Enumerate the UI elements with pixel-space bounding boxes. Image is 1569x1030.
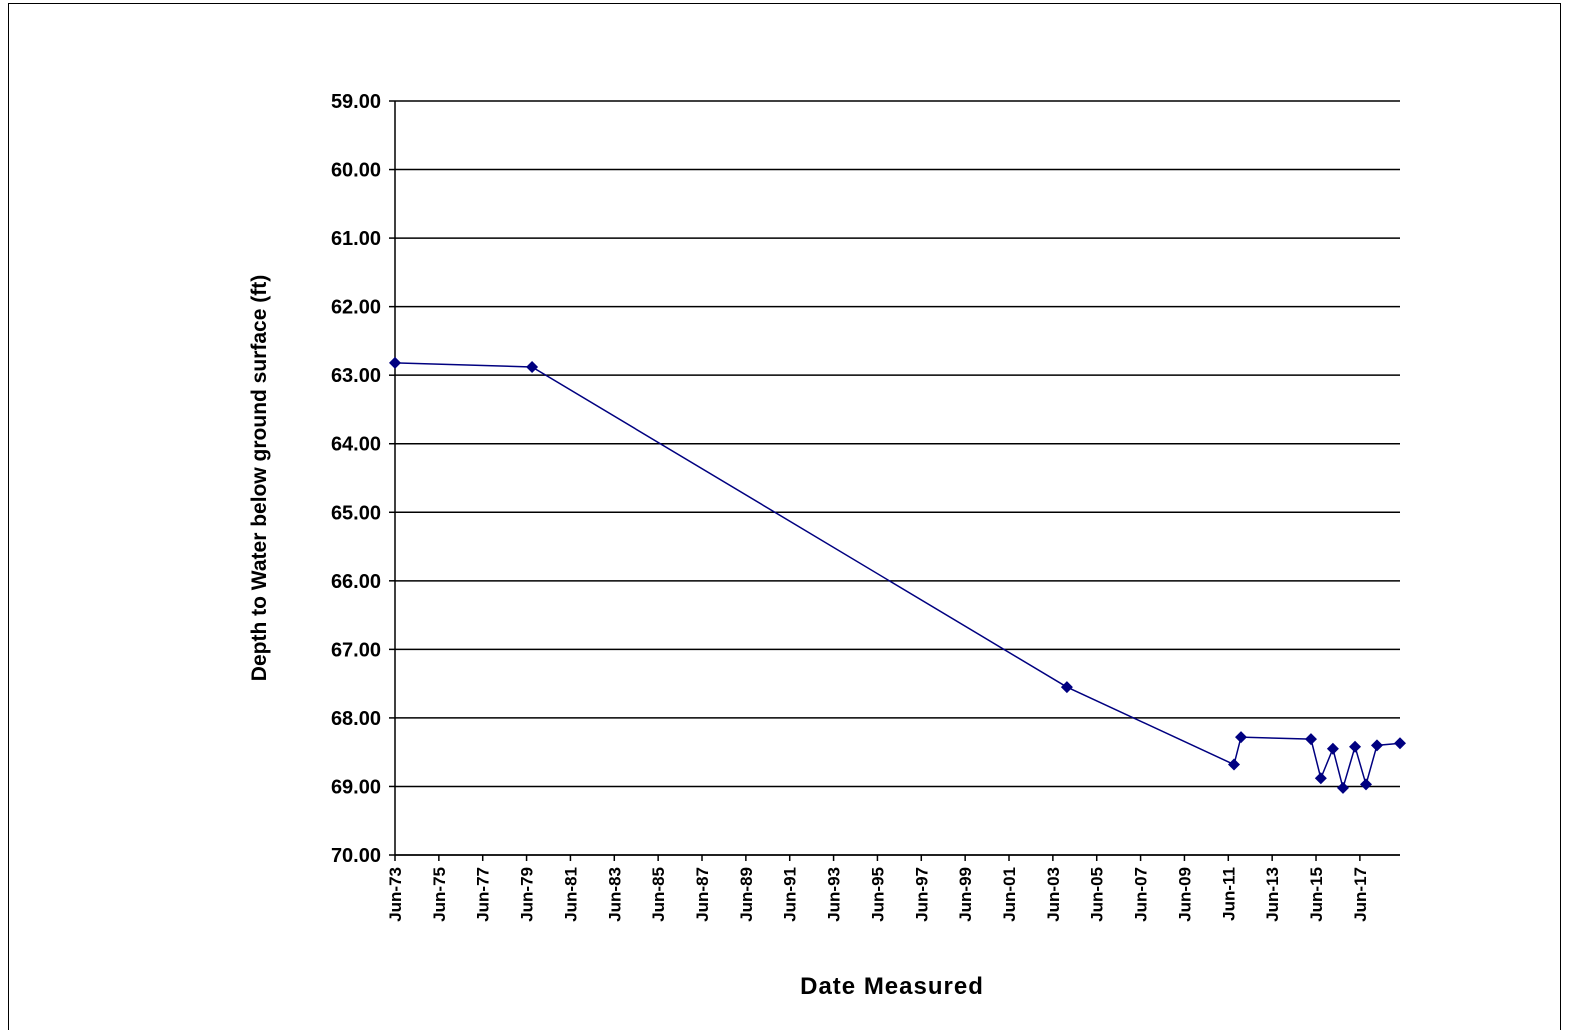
data-point <box>1394 737 1406 750</box>
x-tick-label: Jun-09 <box>1175 867 1194 922</box>
x-tick-label: Jun-97 <box>912 867 931 922</box>
y-tick-label: 60.00 <box>331 160 381 182</box>
x-tick-label: Jun-95 <box>868 867 887 922</box>
y-tick-label: 70.00 <box>331 845 381 867</box>
y-tick-label: 61.00 <box>331 228 381 250</box>
x-tick-label: Jun-07 <box>1132 867 1151 922</box>
data-point <box>1360 778 1373 791</box>
y-tick-label: 64.00 <box>331 434 381 456</box>
x-tick-label: Jun-17 <box>1351 867 1370 922</box>
x-tick-label: Jun-75 <box>430 867 449 922</box>
y-tick-label: 66.00 <box>331 571 381 593</box>
data-point <box>1235 731 1248 744</box>
x-tick-label: Jun-03 <box>1044 867 1063 922</box>
x-tick-label: Jun-83 <box>605 867 624 922</box>
x-tick-label: Jun-77 <box>474 867 493 922</box>
data-point <box>1304 733 1317 746</box>
y-tick-label: 63.00 <box>331 365 381 387</box>
x-tick-label: Jun-01 <box>1000 867 1019 922</box>
data-point <box>1370 739 1383 752</box>
x-tick-label: Jun-13 <box>1263 867 1282 922</box>
y-tick-label: 62.00 <box>331 297 381 319</box>
data-point <box>389 356 401 369</box>
x-axis-label: Date Measured <box>800 973 984 1000</box>
data-point <box>1227 758 1240 771</box>
x-tick-label: Jun-81 <box>561 867 580 922</box>
data-point <box>526 360 539 373</box>
x-tick-label: Jun-87 <box>693 867 712 922</box>
x-tick-label: Jun-89 <box>737 867 756 922</box>
y-tick-label: 65.00 <box>331 502 381 524</box>
data-point <box>1336 781 1349 794</box>
data-point <box>1314 772 1327 785</box>
data-point <box>1326 742 1339 755</box>
x-tick-label: Jun-91 <box>781 867 800 922</box>
x-tick-label: Jun-11 <box>1219 867 1238 921</box>
y-tick-label: 68.00 <box>331 708 381 730</box>
data-point <box>1060 681 1073 694</box>
x-tick-label: Jun-15 <box>1307 867 1326 922</box>
chart-frame <box>8 3 1561 1030</box>
y-axis-label: Depth to Water below ground surface (ft) <box>248 275 271 681</box>
y-tick-label: 59.00 <box>331 91 381 113</box>
x-tick-label: Jun-73 <box>386 867 405 922</box>
y-tick-label: 69.00 <box>331 776 381 798</box>
x-tick-label: Jun-05 <box>1088 867 1107 922</box>
x-tick-label: Jun-93 <box>825 867 844 922</box>
x-tick-label: Jun-99 <box>956 867 975 922</box>
x-tick-label: Jun-79 <box>518 867 537 922</box>
data-point <box>1349 740 1362 753</box>
y-tick-label: 67.00 <box>331 639 381 661</box>
x-tick-label: Jun-85 <box>649 867 668 922</box>
